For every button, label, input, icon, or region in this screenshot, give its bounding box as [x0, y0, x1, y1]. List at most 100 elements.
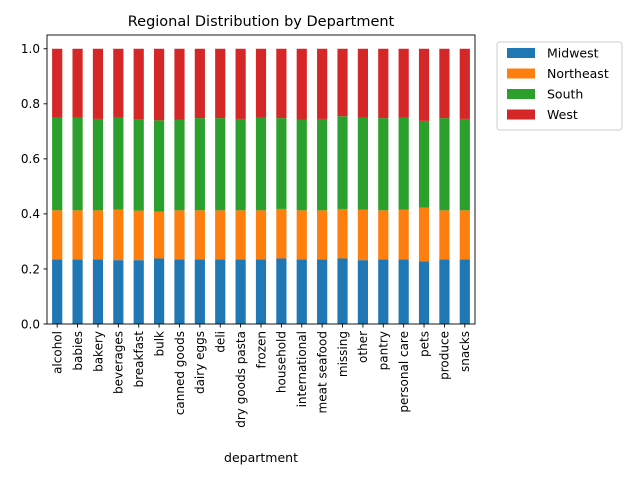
- bar-south-produce: [439, 118, 450, 211]
- bar-midwest-missing: [337, 258, 348, 324]
- bar-south-dry-goods-pasta: [235, 118, 246, 211]
- bar-west-breakfast: [133, 48, 144, 120]
- bar-west-bakery: [92, 48, 104, 119]
- x-tick-label: breakfast: [132, 331, 146, 388]
- bar-northeast-pets: [418, 207, 430, 262]
- bar-northeast-household: [276, 208, 287, 259]
- bar-south-pantry: [378, 118, 389, 211]
- bar-midwest-meat-seafood: [317, 259, 328, 324]
- bar-midwest-beverages: [113, 260, 124, 324]
- bar-south-other: [357, 117, 368, 210]
- x-tick-label: other: [356, 331, 370, 363]
- y-tick-label: 0.4: [21, 207, 40, 221]
- bar-south-personal-care: [398, 117, 409, 210]
- legend-frame: [496, 41, 623, 131]
- bar-northeast-other: [357, 209, 368, 261]
- bar-west-bulk: [154, 48, 165, 121]
- x-axis: alcohol babies bakery beverages breakfast bul…: [50, 324, 472, 428]
- bar-northeast-international: [296, 210, 307, 260]
- bar-south-meat-seafood: [317, 118, 328, 211]
- x-tick-label: snacks: [458, 331, 472, 372]
- bar-midwest-personal-care: [398, 259, 409, 324]
- bar-northeast-personal-care: [398, 209, 409, 260]
- bar-midwest-international: [296, 259, 307, 324]
- x-tick-label: alcohol: [50, 331, 64, 374]
- bar-northeast-deli: [215, 210, 226, 260]
- bar-midwest-frozen: [255, 259, 267, 324]
- bar-south-missing: [337, 116, 348, 209]
- bar-west-other: [357, 48, 368, 118]
- bar-northeast-missing: [337, 208, 348, 259]
- x-tick-label: produce: [438, 331, 452, 380]
- bar-northeast-bakery: [92, 210, 104, 260]
- x-tick-label: missing: [336, 331, 350, 377]
- y-tick-label: 0.8: [21, 97, 40, 111]
- x-tick-label: frozen: [254, 331, 268, 369]
- bar-west-frozen: [255, 48, 267, 118]
- bar-northeast-frozen: [255, 210, 267, 260]
- bar-midwest-dairy-eggs: [194, 259, 205, 324]
- bars-layer: [52, 48, 470, 324]
- bar-midwest-canned-goods: [174, 259, 185, 324]
- bar-northeast-babies: [72, 210, 83, 260]
- bar-northeast-breakfast: [133, 210, 144, 261]
- x-tick-label: meat seafood: [315, 331, 329, 413]
- bar-west-deli: [215, 48, 226, 119]
- legend-label-northeast: Northeast: [547, 66, 609, 81]
- plot-area: 0.0 0.2 0.4 0.6 0.8 1.0 alcohol babies bakery be…: [21, 34, 476, 428]
- bar-midwest-produce: [439, 259, 450, 324]
- legend-swatch-west: [507, 109, 535, 120]
- y-tick-label: 0.6: [21, 152, 40, 166]
- bar-south-bulk: [154, 120, 165, 212]
- bar-west-household: [276, 48, 287, 119]
- bar-west-dry-goods-pasta: [235, 48, 246, 119]
- legend-items: Midwest Northeast South West: [507, 46, 609, 122]
- bar-midwest-pantry: [378, 259, 389, 324]
- bar-northeast-beverages: [113, 209, 124, 261]
- bar-west-canned-goods: [174, 48, 185, 120]
- bar-west-meat-seafood: [317, 48, 328, 119]
- bar-south-bakery: [92, 118, 104, 211]
- bar-northeast-alcohol: [52, 210, 63, 260]
- bar-midwest-babies: [72, 259, 83, 324]
- x-tick-label: beverages: [112, 331, 126, 394]
- x-tick-label: international: [295, 331, 309, 407]
- legend-label-south: South: [547, 87, 583, 102]
- bar-west-beverages: [113, 48, 124, 118]
- bar-south-canned-goods: [174, 119, 185, 211]
- bar-south-pets: [418, 120, 430, 208]
- bar-west-babies: [72, 48, 83, 118]
- bar-midwest-breakfast: [133, 260, 144, 324]
- bar-west-snacks: [459, 48, 470, 119]
- bar-midwest-bakery: [92, 259, 104, 324]
- y-tick-label: 0.0: [21, 317, 40, 331]
- bar-midwest-snacks: [459, 259, 470, 324]
- bar-midwest-other: [357, 260, 368, 324]
- legend-label-midwest: Midwest: [547, 46, 599, 61]
- x-axis-label: department: [224, 450, 298, 465]
- bar-midwest-deli: [215, 259, 226, 324]
- bar-west-international: [296, 48, 307, 120]
- y-tick-label: 0.2: [21, 262, 40, 276]
- bar-northeast-canned-goods: [174, 210, 185, 260]
- legend-label-west: West: [547, 107, 578, 122]
- bar-west-dairy-eggs: [194, 48, 205, 119]
- bar-south-snacks: [459, 118, 470, 211]
- bar-west-alcohol: [52, 48, 63, 118]
- bar-south-breakfast: [133, 119, 144, 211]
- bar-northeast-meat-seafood: [317, 210, 328, 260]
- bar-midwest-pets: [418, 261, 430, 324]
- bar-south-international: [296, 119, 307, 211]
- bar-south-household: [276, 118, 287, 209]
- x-tick-label: deli: [214, 331, 228, 353]
- x-tick-label: bakery: [91, 331, 105, 372]
- bar-south-beverages: [113, 117, 124, 210]
- x-tick-label: babies: [71, 331, 85, 371]
- bar-south-frozen: [255, 117, 267, 211]
- bar-northeast-bulk: [154, 211, 165, 259]
- x-tick-label: canned goods: [173, 331, 187, 415]
- bar-northeast-produce: [439, 210, 450, 260]
- bar-midwest-dry-goods-pasta: [235, 259, 246, 324]
- bar-northeast-dairy-eggs: [194, 210, 205, 260]
